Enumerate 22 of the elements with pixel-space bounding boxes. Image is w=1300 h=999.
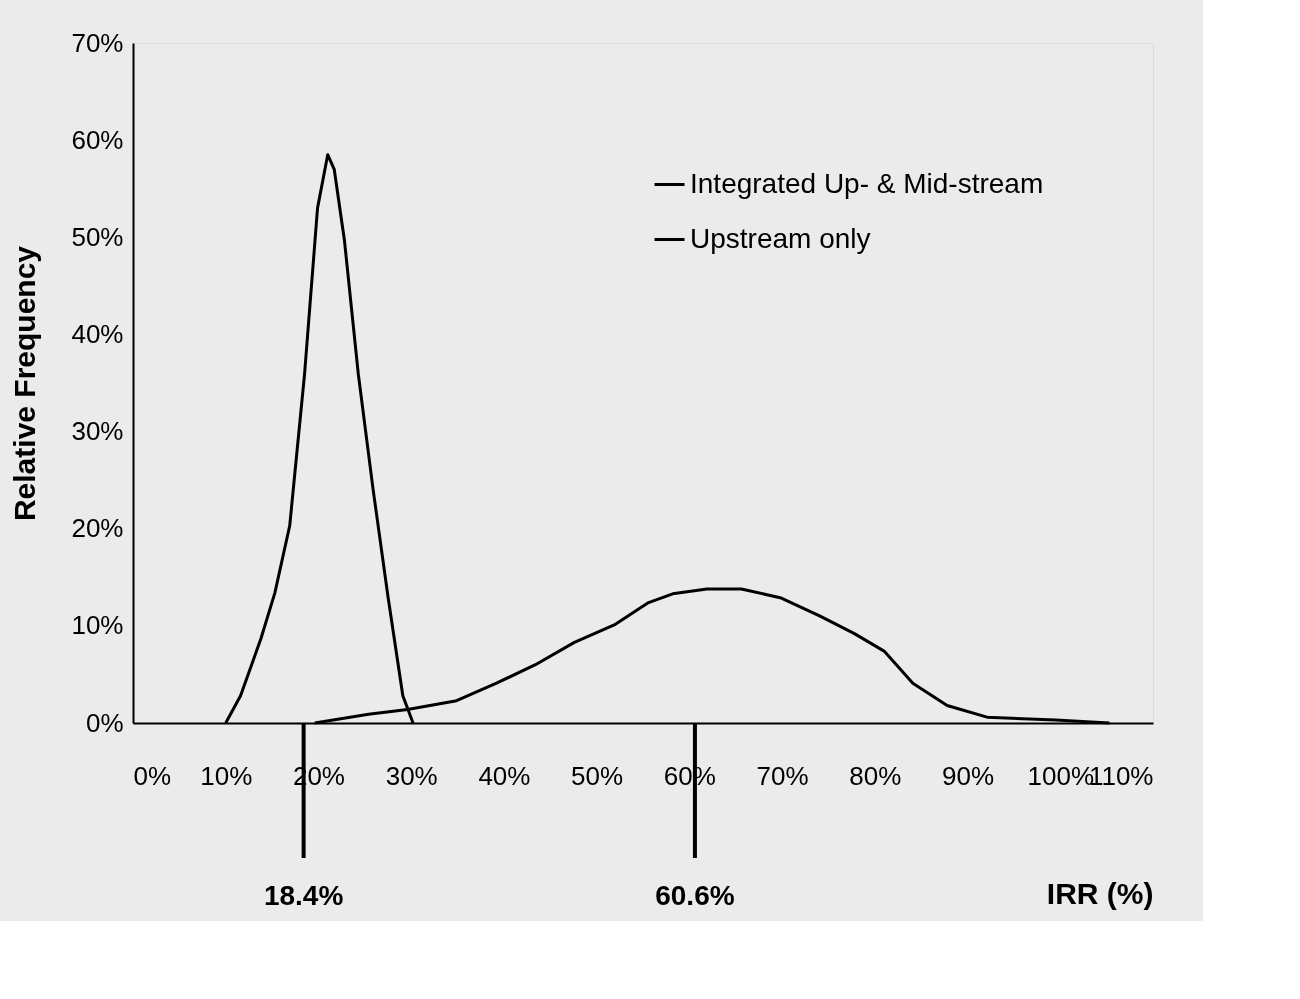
legend-label: Integrated Up- & Mid-stream bbox=[690, 167, 1044, 199]
y-tick-label: 30% bbox=[71, 416, 124, 447]
y-tick-label: 40% bbox=[71, 318, 124, 349]
x-tick-label: 70% bbox=[756, 760, 809, 791]
x-tick-label: 50% bbox=[571, 760, 624, 791]
ref-line-label: 18.4% bbox=[263, 880, 344, 911]
x-tick-label: 90% bbox=[942, 760, 995, 791]
y-tick-label: 10% bbox=[71, 610, 124, 641]
x-tick-label: 80% bbox=[849, 760, 902, 791]
y-tick-label: 70% bbox=[71, 27, 124, 58]
y-tick-label: 50% bbox=[71, 221, 124, 252]
x-tick-label: 40% bbox=[478, 760, 531, 791]
x-tick-label: 0% bbox=[133, 760, 172, 791]
y-axis-title: Relative Frequency bbox=[8, 245, 42, 522]
y-tick-label: 0% bbox=[85, 707, 124, 738]
x-tick-label: 10% bbox=[200, 760, 253, 791]
x-tick-label: 30% bbox=[385, 760, 438, 791]
y-tick-label: 20% bbox=[71, 513, 124, 544]
legend-label: Upstream only bbox=[690, 222, 871, 254]
ref-line-label: 60.6% bbox=[655, 880, 735, 911]
y-tick-label: 60% bbox=[71, 124, 124, 155]
x-axis-title: IRR (%) bbox=[1046, 876, 1154, 910]
